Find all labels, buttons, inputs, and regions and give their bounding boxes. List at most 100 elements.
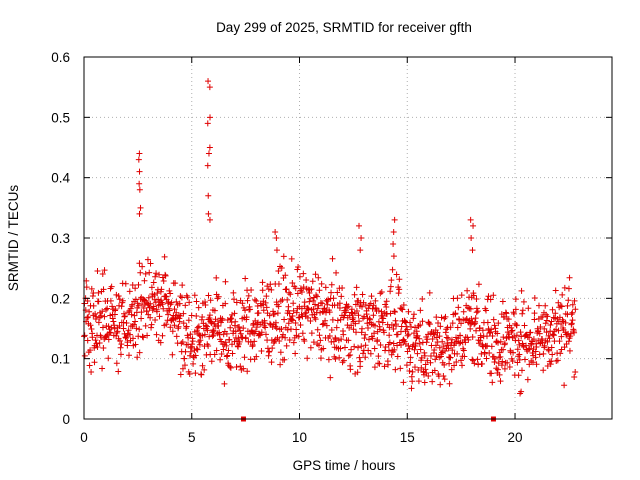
data-point	[441, 376, 448, 383]
data-point	[146, 269, 153, 276]
data-point	[396, 286, 403, 293]
data-point	[398, 305, 405, 312]
data-point	[208, 319, 215, 326]
data-point	[400, 337, 407, 344]
data-point	[522, 356, 529, 363]
data-point	[116, 337, 123, 344]
data-point	[199, 314, 206, 321]
data-point	[117, 344, 124, 351]
data-point	[553, 358, 560, 365]
data-point	[430, 330, 437, 337]
data-point	[515, 337, 522, 344]
data-point	[526, 361, 533, 368]
data-point	[325, 356, 332, 363]
data-point	[376, 326, 383, 333]
data-point	[237, 363, 244, 370]
data-point	[390, 325, 397, 332]
data-point	[230, 289, 237, 296]
data-point	[470, 292, 477, 299]
data-point	[350, 314, 357, 321]
data-point	[568, 320, 575, 327]
data-point	[125, 327, 132, 334]
data-point	[401, 318, 408, 325]
data-point	[409, 378, 416, 385]
data-point	[547, 322, 554, 329]
data-point	[195, 323, 202, 330]
data-point	[227, 316, 234, 323]
data-point	[515, 372, 522, 379]
data-point	[421, 352, 428, 359]
data-point	[215, 322, 222, 329]
data-point	[202, 301, 209, 308]
data-point	[473, 305, 480, 312]
data-point	[191, 292, 198, 299]
data-point	[287, 291, 294, 298]
data-point	[159, 332, 166, 339]
data-point	[237, 327, 244, 334]
data-point	[381, 329, 388, 336]
data-point	[206, 216, 213, 223]
data-point	[250, 320, 257, 327]
data-point	[454, 324, 461, 331]
data-point	[403, 362, 410, 369]
data-point	[467, 216, 474, 223]
data-point	[334, 317, 341, 324]
data-point	[90, 302, 97, 309]
data-point	[361, 335, 368, 342]
data-point	[178, 294, 185, 301]
data-point	[339, 285, 346, 292]
data-point	[88, 285, 95, 292]
data-point	[436, 333, 443, 340]
data-point	[104, 305, 111, 312]
data-point	[347, 351, 354, 358]
data-point	[94, 343, 101, 350]
data-point	[157, 339, 164, 346]
data-point	[467, 305, 474, 312]
data-point	[205, 192, 212, 199]
data-point	[329, 316, 336, 323]
data-point	[544, 313, 551, 320]
data-point	[476, 325, 483, 332]
data-point	[474, 308, 481, 315]
data-point	[124, 339, 131, 346]
data-point	[381, 363, 388, 370]
data-point	[365, 347, 372, 354]
data-point	[365, 324, 372, 331]
data-point	[448, 366, 455, 373]
data-point	[336, 300, 343, 307]
data-point	[206, 144, 213, 151]
data-point	[193, 345, 200, 352]
data-point	[298, 289, 305, 296]
data-point	[107, 297, 114, 304]
data-point	[121, 313, 128, 320]
data-point	[150, 279, 157, 286]
data-point	[398, 341, 405, 348]
data-point	[548, 344, 555, 351]
data-point	[392, 317, 399, 324]
data-point	[545, 347, 552, 354]
data-point	[471, 360, 478, 367]
data-point	[546, 335, 553, 342]
data-point	[415, 378, 422, 385]
data-point	[394, 342, 401, 349]
data-point	[148, 324, 155, 331]
data-point	[557, 350, 564, 357]
data-point	[464, 287, 471, 294]
data-point	[473, 327, 480, 334]
data-point	[296, 273, 303, 280]
data-point	[490, 292, 497, 299]
data-point	[522, 342, 529, 349]
data-point	[109, 315, 116, 322]
data-point	[353, 329, 360, 336]
data-point	[390, 228, 397, 235]
data-point	[496, 371, 503, 378]
data-point	[502, 309, 509, 316]
data-point	[195, 304, 202, 311]
data-point	[343, 307, 350, 314]
data-point	[358, 343, 365, 350]
data-point	[123, 319, 130, 326]
data-point	[377, 342, 384, 349]
data-point	[479, 360, 486, 367]
data-point	[328, 326, 335, 333]
